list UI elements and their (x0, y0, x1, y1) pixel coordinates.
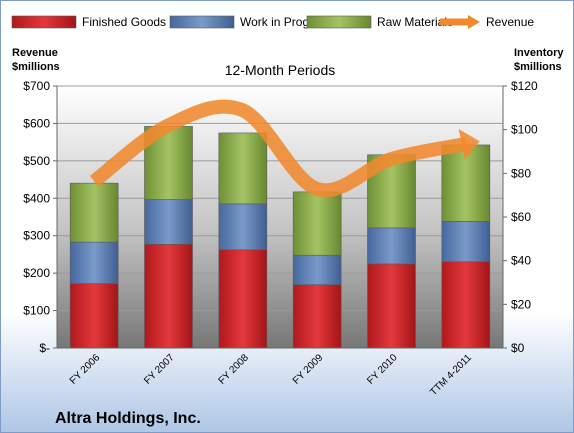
legend-swatch (306, 15, 372, 29)
legend-swatch (11, 15, 77, 29)
bar-work-in-progress (218, 203, 268, 251)
bar-finished-goods (367, 263, 416, 349)
bars (69, 126, 491, 349)
company-name: Altra Holdings, Inc. (55, 410, 201, 427)
right-axis-label-line2: $millions (514, 61, 562, 73)
left-tick-label: $600 (23, 116, 50, 130)
right-axis-label-line1: Inventory (514, 47, 564, 59)
legend: Finished Goods Work in Progress Raw Materi… (11, 15, 534, 29)
left-axis-label-line2: $millions (12, 61, 60, 73)
left-tick-label: $- (39, 341, 50, 355)
legend-label: Finished Goods (82, 15, 166, 29)
bar-work-in-progress (367, 227, 416, 265)
left-tick-label: $200 (23, 266, 50, 280)
left-tick-label: $400 (23, 191, 50, 205)
left-tick-label: $300 (23, 229, 50, 243)
right-tick-label: $60 (511, 210, 531, 224)
bar-raw-materials (69, 182, 119, 243)
bar-work-in-progress (144, 199, 193, 245)
left-tick-label: $500 (23, 154, 50, 168)
left-axis-label-line1: Revenue (12, 47, 58, 59)
bar-raw-materials (292, 191, 342, 256)
bar-work-in-progress (441, 221, 491, 263)
bar-raw-materials (218, 132, 268, 205)
revenue-line (89, 99, 468, 198)
bar-finished-goods (218, 249, 268, 349)
chart-subtitle: 12-Month Periods (225, 62, 336, 78)
bar-work-in-progress (69, 241, 119, 284)
legend-label: Revenue (486, 15, 534, 29)
plot-area (57, 86, 503, 348)
legend-arrow-icon (468, 15, 480, 29)
right-tick-label: $80 (511, 166, 531, 180)
left-tick-label: $700 (23, 79, 50, 93)
bar-finished-goods (292, 284, 342, 349)
bar-finished-goods (69, 283, 119, 349)
bar-work-in-progress (292, 254, 342, 285)
right-tick-label: $20 (511, 297, 531, 311)
right-tick-label: $120 (511, 79, 538, 93)
bar-finished-goods (144, 243, 193, 349)
right-tick-label: $0 (511, 341, 525, 355)
left-tick-label: $100 (23, 304, 50, 318)
bar-finished-goods (441, 261, 491, 349)
right-tick-label: $100 (511, 123, 538, 137)
legend-swatch (169, 15, 235, 29)
legend-label: Raw Materials (377, 15, 453, 29)
revenue-line-layer (89, 99, 480, 198)
revenue-arrowhead (458, 129, 480, 161)
right-tick-label: $40 (511, 254, 531, 268)
